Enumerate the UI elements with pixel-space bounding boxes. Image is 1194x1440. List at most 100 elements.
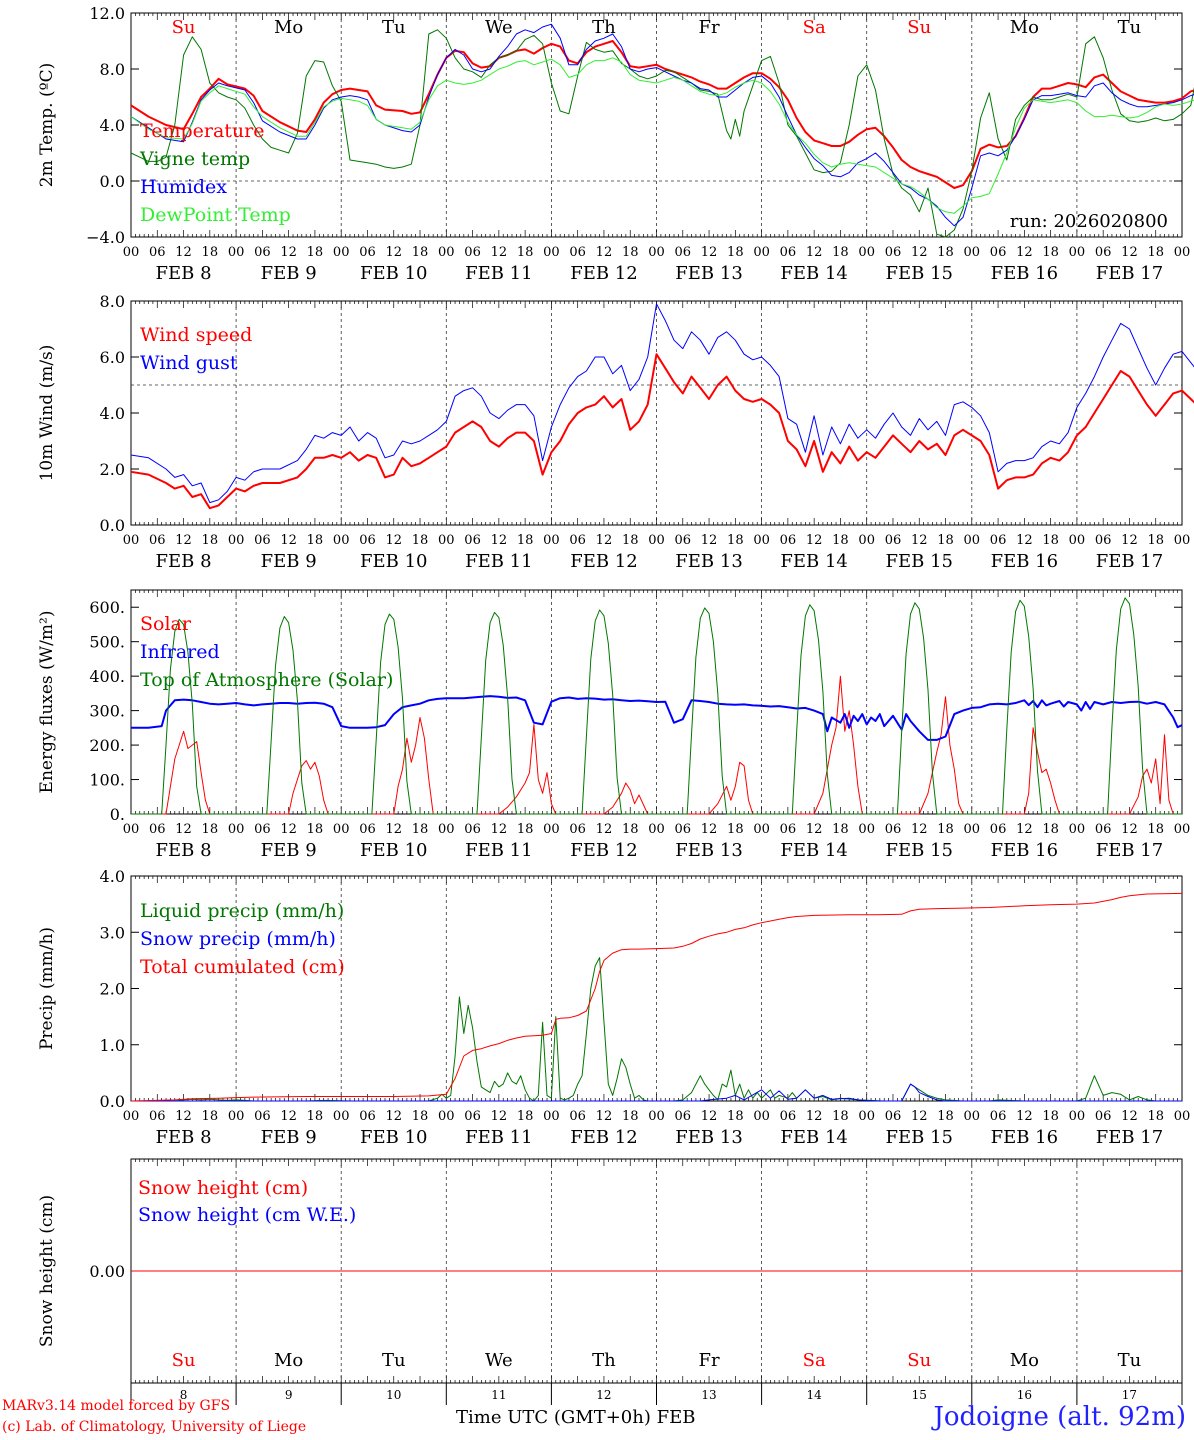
wind-hour-label: 12 — [911, 533, 928, 548]
snow-y-axis-title: Snow height (cm) — [37, 1195, 57, 1347]
energy-legend-entry: Solar — [140, 613, 192, 635]
weekday-label: Tu — [1118, 1350, 1142, 1371]
temp-hour-label: 06 — [464, 245, 481, 260]
precip-hour-label: 06 — [885, 1109, 902, 1124]
weekday-label: Fr — [699, 17, 720, 38]
precip-y-tick-label: 0.0 — [100, 1092, 125, 1111]
wind-hour-label: 06 — [569, 533, 586, 548]
wind-hour-label: 12 — [1121, 533, 1138, 548]
precip-y-axis-title: Precip (mm/h) — [37, 927, 57, 1050]
precip-date-label: FEB 14 — [780, 1127, 847, 1148]
wind-legend-entry: Wind speed — [140, 324, 252, 346]
precip-hour-label: 12 — [1016, 1109, 1033, 1124]
wind-hour-label: 12 — [596, 533, 613, 548]
precip-hour-label: 06 — [780, 1109, 797, 1124]
energy-hour-label: 06 — [1095, 822, 1112, 837]
energy-y-tick-label: 400. — [89, 667, 125, 686]
energy-hour-label: 00 — [648, 822, 665, 837]
temp-hour-label: 12 — [806, 245, 823, 260]
weekday-label: We — [485, 1350, 513, 1371]
temp-legend-entry: Humidex — [140, 176, 227, 198]
day-number-label: 8 — [180, 1388, 188, 1402]
wind-hour-label: 00 — [228, 533, 245, 548]
day-number-label: 16 — [1017, 1388, 1032, 1402]
energy-hour-label: 06 — [569, 822, 586, 837]
wind-hour-label: 00 — [1069, 533, 1086, 548]
precip-hour-label: 06 — [1095, 1109, 1112, 1124]
temp-hour-label: 00 — [1174, 245, 1191, 260]
temp-y-tick-label: −4.0 — [86, 228, 125, 247]
wind-date-label: FEB 14 — [780, 551, 847, 572]
temp-hour-label: 00 — [964, 245, 981, 260]
weekday-label: Fr — [699, 1350, 720, 1371]
weekday-label: Th — [592, 17, 616, 38]
wind-y-axis-title: 10m Wind (m/s) — [37, 345, 57, 482]
energy-hour-label: 00 — [333, 822, 350, 837]
wind-date-label: FEB 8 — [156, 551, 212, 572]
energy-hour-label: 06 — [254, 822, 271, 837]
temp-legend-entry: Vigne temp — [139, 148, 250, 170]
energy-y-tick-label: 500. — [89, 633, 125, 652]
wind-y-tick-label: 8.0 — [100, 292, 125, 311]
energy-date-label: FEB 17 — [1096, 840, 1163, 861]
wind-hour-label: 18 — [1042, 533, 1059, 548]
temp-hour-label: 00 — [648, 245, 665, 260]
precip-date-label: FEB 16 — [991, 1127, 1058, 1148]
precip-hour-label: 00 — [648, 1109, 665, 1124]
precip-hour-label: 06 — [464, 1109, 481, 1124]
temp-hour-label: 12 — [280, 245, 297, 260]
day-number-label: 9 — [285, 1388, 293, 1402]
day-number-label: 15 — [912, 1388, 927, 1402]
temp-hour-label: 00 — [1069, 245, 1086, 260]
precip-hour-label: 12 — [806, 1109, 823, 1124]
temp-hour-label: 12 — [596, 245, 613, 260]
wind-hour-label: 00 — [648, 533, 665, 548]
temp-y-axis-title: 2m Temp. (ºC) — [37, 63, 57, 188]
temp-date-label: FEB 8 — [156, 263, 212, 284]
energy-series-solar — [131, 675, 1182, 815]
energy-date-label: FEB 11 — [465, 840, 532, 861]
day-number-label: 13 — [701, 1388, 716, 1402]
energy-hour-label: 00 — [753, 822, 770, 837]
temp-y-tick-label: 12.0 — [89, 4, 125, 23]
wind-hour-label: 12 — [175, 533, 192, 548]
energy-hour-label: 06 — [885, 822, 902, 837]
wind-hour-label: 00 — [438, 533, 455, 548]
wind-hour-label: 12 — [806, 533, 823, 548]
precip-hour-label: 00 — [123, 1109, 140, 1124]
temp-hour-label: 12 — [491, 245, 508, 260]
precip-legend-entry: Snow precip (mm/h) — [140, 928, 336, 950]
temp-hour-label: 12 — [1121, 245, 1138, 260]
temp-hour-label: 18 — [937, 245, 954, 260]
energy-hour-label: 18 — [937, 822, 954, 837]
energy-hour-label: 00 — [438, 822, 455, 837]
temp-series-dewpoint-temp — [130, 57, 1194, 214]
energy-panel: 0. 100. 200. 300. 400. 500. 600. Energy fluxes … — [37, 589, 1190, 861]
energy-hour-label: 06 — [675, 822, 692, 837]
wind-date-label: FEB 12 — [570, 551, 637, 572]
wind-date-label: FEB 10 — [360, 551, 427, 572]
wind-y-tick-label: 4.0 — [100, 404, 125, 423]
energy-hour-label: 18 — [202, 822, 219, 837]
energy-hour-label: 00 — [543, 822, 560, 837]
weekday-label: Tu — [382, 17, 406, 38]
precip-series-total-cumulated-cm- — [130, 892, 1183, 1102]
weekday-label: Su — [907, 1350, 931, 1371]
wind-hour-label: 06 — [990, 533, 1007, 548]
precip-hour-label: 18 — [517, 1109, 534, 1124]
day-number-label: 12 — [596, 1388, 611, 1402]
precip-hour-label: 00 — [858, 1109, 875, 1124]
precip-y-tick-label: 4.0 — [100, 867, 125, 886]
weekday-label: Th — [592, 1350, 616, 1371]
precip-hour-label: 00 — [753, 1109, 770, 1124]
wind-hour-label: 06 — [254, 533, 271, 548]
day-number-label: 11 — [491, 1388, 506, 1402]
wind-hour-label: 18 — [937, 533, 954, 548]
wind-hour-label: 00 — [333, 533, 350, 548]
energy-y-axis-title: Energy fluxes (W/m²) — [37, 611, 57, 794]
energy-legend-entry: Top of Atmosphere (Solar) — [140, 669, 393, 691]
energy-hour-label: 06 — [780, 822, 797, 837]
wind-hour-label: 12 — [385, 533, 402, 548]
energy-hour-label: 12 — [175, 822, 192, 837]
